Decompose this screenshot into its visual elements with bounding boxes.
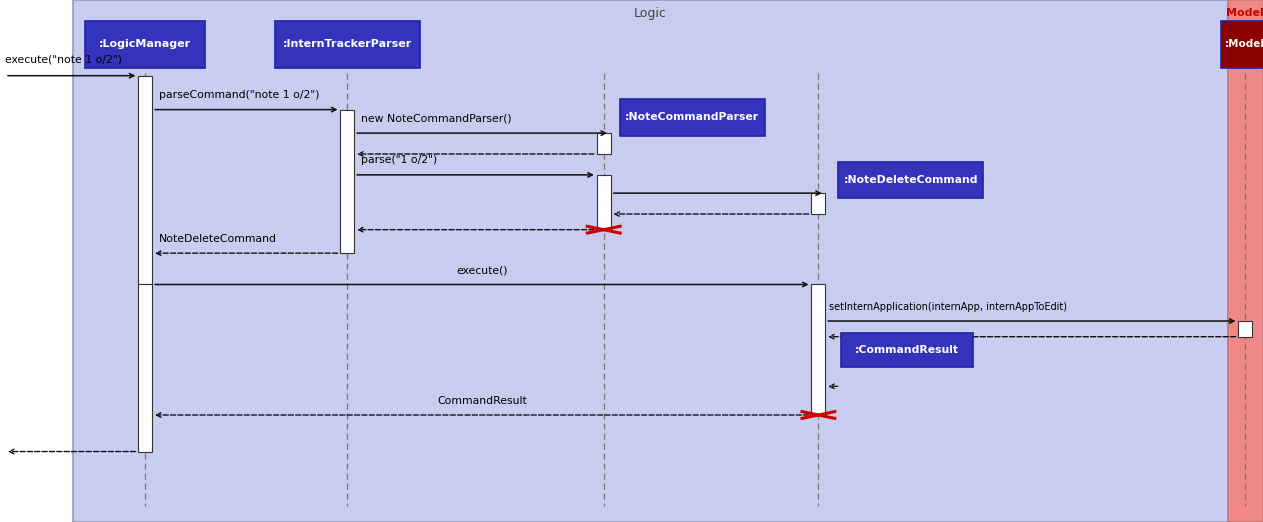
Bar <box>812 284 826 415</box>
Bar <box>1238 321 1252 337</box>
Text: parseCommand("note 1 o/2"): parseCommand("note 1 o/2") <box>158 90 320 100</box>
Text: :CommandResult: :CommandResult <box>855 345 959 355</box>
Text: :InternTrackerParser: :InternTrackerParser <box>283 39 412 50</box>
Bar <box>620 99 765 136</box>
Text: :NoteDeleteCommand: :NoteDeleteCommand <box>844 175 978 185</box>
Bar <box>812 193 826 214</box>
Text: execute("note 1 o/2"): execute("note 1 o/2") <box>5 54 123 64</box>
Text: new NoteCommandParser(): new NoteCommandParser() <box>361 114 512 124</box>
Text: parse("1 o/2"): parse("1 o/2") <box>361 156 437 165</box>
Bar <box>138 76 152 284</box>
Text: execute(): execute() <box>456 265 508 275</box>
Bar <box>341 110 354 253</box>
Bar <box>275 21 419 68</box>
Text: :NoteCommandParser: :NoteCommandParser <box>625 112 759 123</box>
Bar <box>839 162 984 198</box>
Text: Logic: Logic <box>634 7 667 19</box>
Text: NoteDeleteCommand: NoteDeleteCommand <box>158 234 277 244</box>
Bar <box>840 333 973 367</box>
Bar <box>86 21 205 68</box>
Text: CommandResult: CommandResult <box>437 396 527 406</box>
Bar <box>596 133 610 154</box>
Bar <box>1221 21 1263 68</box>
Text: :Model: :Model <box>1225 39 1263 50</box>
Bar <box>138 284 152 452</box>
Text: :LogicManager: :LogicManager <box>100 39 191 50</box>
Text: setInternApplication(internApp, internAppToEdit): setInternApplication(internApp, internAp… <box>829 302 1067 312</box>
Text: Model: Model <box>1226 8 1263 18</box>
Bar <box>1228 0 1263 522</box>
Bar <box>596 175 610 230</box>
